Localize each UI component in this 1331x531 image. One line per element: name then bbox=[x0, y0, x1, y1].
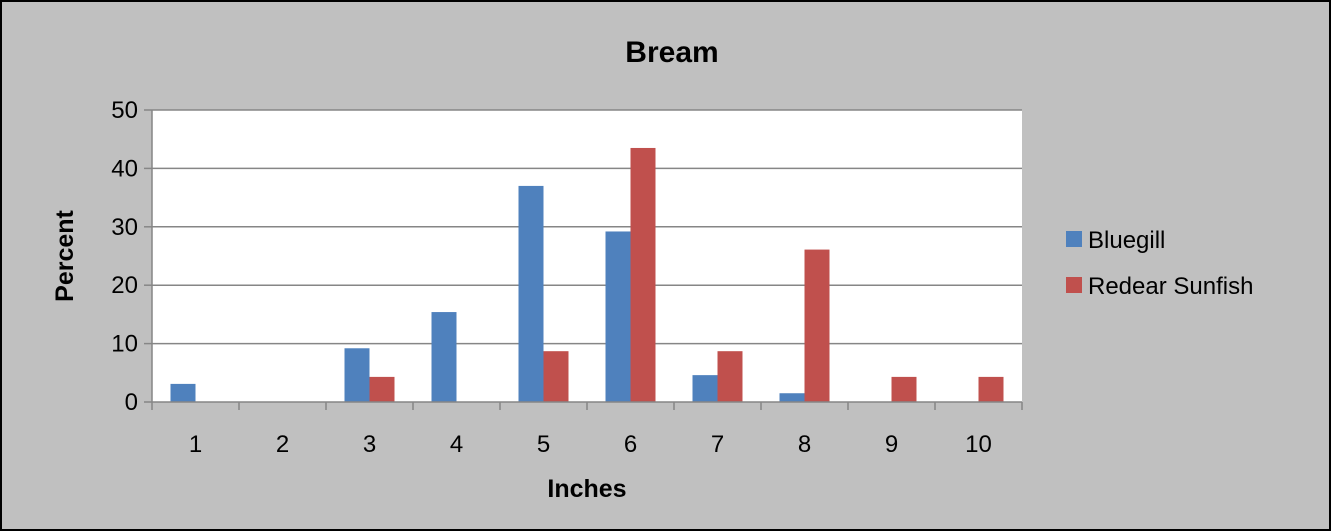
y-tick-label: 50 bbox=[111, 97, 138, 124]
bar-bluegill bbox=[518, 185, 544, 402]
x-axis-title: Inches bbox=[547, 475, 626, 503]
gridlines bbox=[144, 109, 1022, 403]
x-tick-label: 4 bbox=[450, 431, 463, 458]
bar-bluegill bbox=[692, 375, 718, 402]
bar-redear-sunfish bbox=[369, 376, 395, 402]
bar-redear-sunfish bbox=[891, 376, 917, 402]
bar-redear-sunfish bbox=[630, 147, 656, 402]
y-axis-title: Percent bbox=[51, 209, 79, 301]
legend-swatch bbox=[1066, 277, 1082, 293]
bars bbox=[170, 147, 1004, 402]
y-tick-label: 30 bbox=[111, 214, 138, 241]
bar-bluegill bbox=[170, 383, 196, 402]
legend-swatch bbox=[1066, 231, 1082, 247]
x-tick-label: 2 bbox=[276, 431, 289, 458]
bar-redear-sunfish bbox=[804, 249, 830, 402]
x-tick-label: 8 bbox=[798, 431, 811, 458]
y-tick-label: 20 bbox=[111, 272, 138, 299]
bar-bluegill bbox=[779, 393, 805, 402]
bar-redear-sunfish bbox=[717, 351, 743, 402]
plot-area bbox=[152, 110, 1022, 402]
legend-label: Redear Sunfish bbox=[1088, 273, 1253, 300]
legend-label: Bluegill bbox=[1088, 227, 1165, 254]
x-tick-labels: 1 2 3 4 5 6 7 8 9 10 bbox=[189, 431, 992, 458]
x-tick-label: 10 bbox=[965, 431, 992, 458]
bar-redear-sunfish bbox=[978, 376, 1004, 402]
x-tick-label: 1 bbox=[189, 431, 202, 458]
axes bbox=[151, 110, 1023, 410]
bar-bluegill bbox=[344, 348, 370, 402]
chart-title: Bream bbox=[625, 36, 718, 69]
y-tick-labels: 0 10 20 30 40 50 bbox=[111, 97, 138, 416]
x-tick-label: 7 bbox=[711, 431, 724, 458]
x-tick-label: 9 bbox=[885, 431, 898, 458]
x-tick-label: 6 bbox=[624, 431, 637, 458]
bar-redear-sunfish bbox=[543, 351, 569, 402]
x-tick-label: 3 bbox=[363, 431, 376, 458]
bar-bluegill bbox=[605, 231, 631, 402]
y-tick-label: 0 bbox=[125, 389, 138, 416]
bar-bluegill bbox=[431, 312, 457, 402]
y-tick-label: 10 bbox=[111, 331, 138, 358]
x-tick-label: 5 bbox=[537, 431, 550, 458]
legend: Bluegill Redear Sunfish bbox=[1066, 227, 1253, 300]
y-tick-label: 40 bbox=[111, 155, 138, 182]
